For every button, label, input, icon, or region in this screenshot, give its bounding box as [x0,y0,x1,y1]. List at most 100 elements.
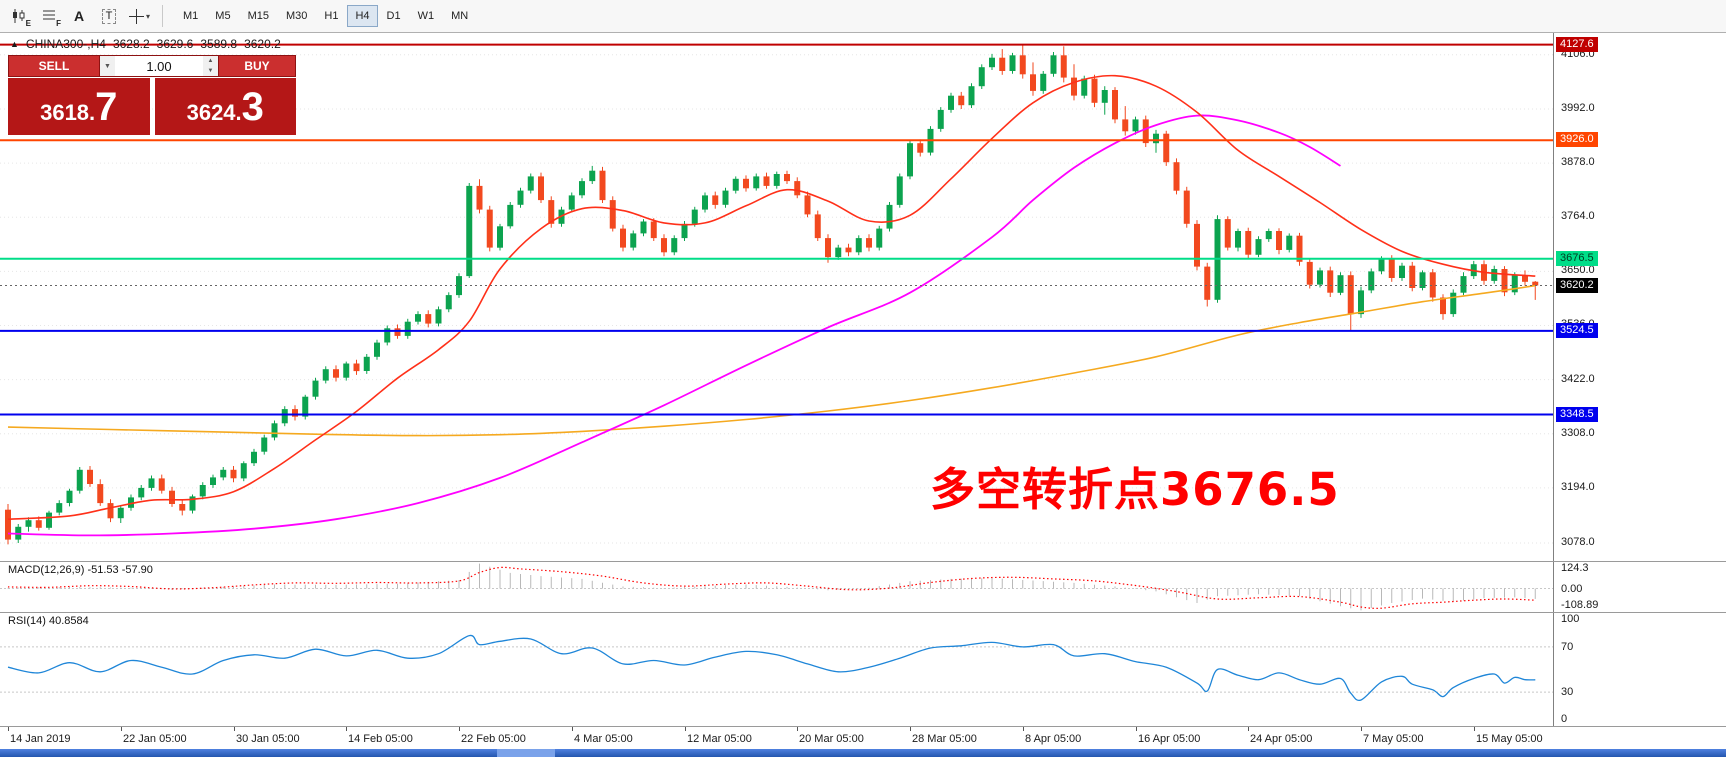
volume-dropdown-button[interactable]: ▼ [100,56,115,76]
price-chart-panel: ▲ CHINA300-,H4 3628.2 3629.6 3589.8 3620… [0,33,1726,561]
volume-increase-button[interactable]: ▲ [203,56,218,66]
rsi-axis-label: 100 [1561,613,1580,625]
price-level-badge: 4127.6 [1556,36,1598,52]
buy-price-main: 3624. [186,99,242,125]
icon-badge-e: E [25,19,31,28]
volume-input[interactable] [115,56,203,76]
time-axis-tick [8,727,9,731]
sell-price-main: 3618. [40,99,96,125]
price-axis-label: 3078.0 [1561,535,1595,548]
rsi-title: RSI(14) 40.8584 [8,615,89,627]
symbol-timeframe-label: CHINA300-,H4 [25,37,106,51]
time-axis-label: 14 Feb 05:00 [348,733,413,745]
volume-control: ▼ ▲ ▼ [100,55,218,77]
price-axis-label: 3878.0 [1561,156,1595,169]
time-axis[interactable]: 14 Jan 2019 22 Jan 05:00 30 Jan 05:00 14 Fe… [0,727,1726,749]
price-axis-label: 3992.0 [1561,101,1595,114]
timeframe-group: M1 M5 M15 M30 H1 H4 D1 W1 MN [175,5,476,27]
crosshair-tool-button[interactable]: ▾ [125,3,154,29]
close-value: 3620.2 [244,37,281,51]
sell-price-display[interactable]: 3618.7 [8,78,150,135]
macd-indicator-panel: MACD(12,26,9) -51.53 -57.90 124.3 0.00 -10… [0,562,1726,612]
macd-canvas[interactable] [0,562,1553,612]
time-axis-label: 4 Mar 05:00 [574,733,633,745]
crosshair-icon [129,8,144,24]
macd-axis-label: 124.3 [1561,562,1589,574]
time-axis-label: 14 Jan 2019 [10,733,71,745]
time-axis-tick [1136,727,1137,731]
rsi-indicator-panel: RSI(14) 40.8584 100 70 30 0 [0,613,1726,726]
timeframe-button-h1[interactable]: H1 [316,5,346,27]
timeframe-button-w1[interactable]: W1 [410,5,443,27]
time-axis-tick [572,727,573,731]
price-axis-label: 3308.0 [1561,426,1595,439]
volume-decrease-button[interactable]: ▼ [203,66,218,76]
time-axis-label: 8 Apr 05:00 [1025,733,1082,745]
price-axis[interactable]: 4106.03992.03878.03764.03650.03536.03422… [1553,33,1726,561]
time-axis-label: 22 Jan 05:00 [123,733,187,745]
time-axis-label: 12 Mar 05:00 [687,733,752,745]
text-tool-button[interactable]: A [65,3,93,29]
rsi-axis[interactable]: 100 70 30 0 [1553,613,1726,726]
price-axis-label: 3422.0 [1561,372,1595,385]
price-chart-canvas[interactable] [0,33,1553,561]
buy-price-big-digit: 3 [241,84,264,129]
time-axis-tick [1023,727,1024,731]
time-axis-tick [459,727,460,731]
price-level-badge: 3524.5 [1556,322,1598,338]
rsi-canvas[interactable] [0,613,1553,726]
time-axis-tick [1361,727,1362,731]
market-depth-tool-button[interactable]: F [35,3,63,29]
candlestick-icon [13,9,25,23]
price-axis-label: 3194.0 [1561,480,1595,493]
time-axis-label: 24 Apr 05:00 [1250,733,1313,745]
time-axis-tick [1248,727,1249,731]
time-axis-label: 22 Feb 05:00 [461,733,526,745]
toolbar-separator [162,5,164,27]
buy-button[interactable]: BUY [218,55,296,77]
panel-separator[interactable] [0,561,1726,562]
timeframe-button-d1[interactable]: D1 [379,5,409,27]
label-tool-label: T [101,8,117,24]
time-axis-tick [234,727,235,731]
windows-taskbar[interactable] [0,749,1726,757]
icon-badge-f: F [56,19,61,28]
volume-spinner: ▲ ▼ [203,56,218,76]
time-axis-label: 28 Mar 05:00 [912,733,977,745]
timeframe-button-m30[interactable]: M30 [278,5,315,27]
rsi-axis-label: 0 [1561,713,1568,725]
time-axis-label: 30 Jan 05:00 [236,733,300,745]
time-axis-label: 15 May 05:00 [1476,733,1543,745]
macd-axis[interactable]: 124.3 0.00 -108.89 [1553,562,1726,612]
collapse-panel-icon[interactable]: ▲ [10,39,19,49]
time-axis-tick [346,727,347,731]
timeframe-button-mn[interactable]: MN [443,5,476,27]
macd-title: MACD(12,26,9) -51.53 -57.90 [8,564,153,576]
price-level-badge: 3676.5 [1556,250,1598,266]
timeframe-button-m15[interactable]: M15 [240,5,277,27]
taskbar-item[interactable] [497,749,555,757]
price-level-badge: 3348.5 [1556,406,1598,422]
time-axis-tick [685,727,686,731]
timeframe-button-m1[interactable]: M1 [175,5,206,27]
text-label-tool-button[interactable]: T [95,3,123,29]
high-value: 3629.6 [156,37,194,51]
open-value: 3628.2 [112,37,150,51]
chart-ohlc-header: ▲ CHINA300-,H4 3628.2 3629.6 3589.8 3620… [10,37,281,51]
buy-price-display[interactable]: 3624.3 [154,78,296,135]
toolbar: E F A T ▾ M1 M5 M15 M30 H1 H4 D1 W1 MN [0,0,1726,33]
macd-axis-label: 0.00 [1561,582,1583,595]
rsi-axis-label: 70 [1561,640,1574,653]
macd-axis-label: -108.89 [1561,599,1599,611]
chart-annotation-text: 多空转折点3676.5 [930,463,1340,516]
price-level-badge: 3926.0 [1556,132,1598,148]
panel-separator[interactable] [0,612,1726,613]
panel-separator[interactable] [0,726,1726,727]
rsi-axis-label: 30 [1561,686,1574,699]
timeframe-button-h4[interactable]: H4 [347,5,378,27]
text-tool-label: A [73,8,85,24]
sell-button[interactable]: SELL [8,55,100,77]
candlestick-chart-tool-button[interactable]: E [5,3,33,29]
time-axis-tick [121,727,122,731]
timeframe-button-m5[interactable]: M5 [207,5,238,27]
